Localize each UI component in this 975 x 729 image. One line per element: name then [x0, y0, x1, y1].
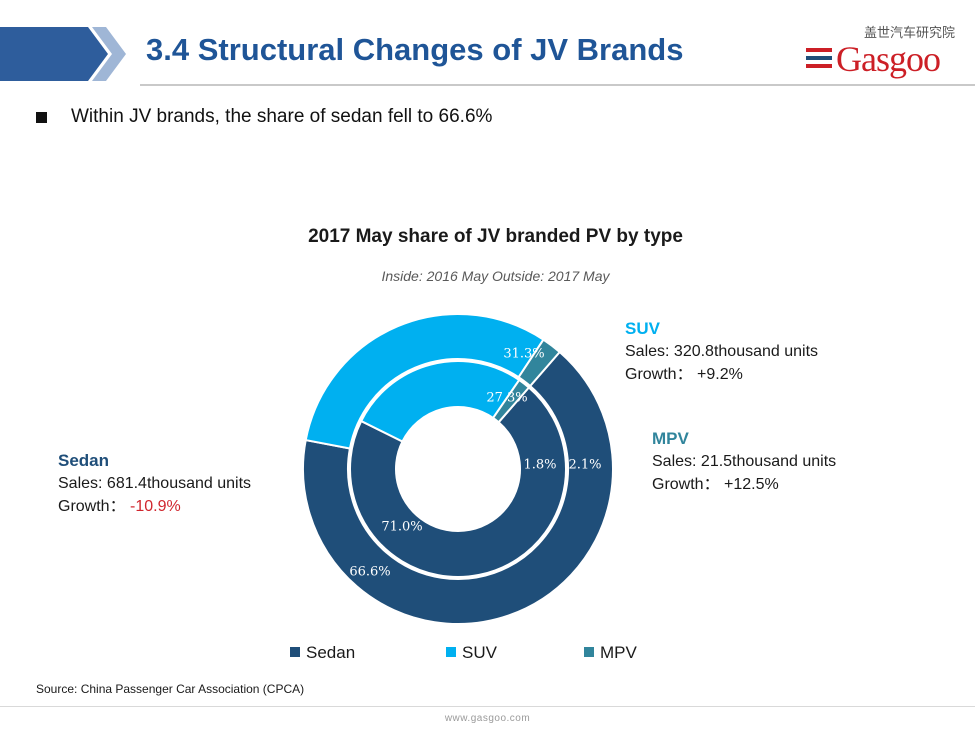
- bullet-square-icon: [36, 112, 47, 123]
- callout-sedan: Sedan Sales: 681.4thousand units Growth：…: [58, 449, 251, 518]
- legend-label-mpv: MPV: [600, 643, 637, 662]
- logo-chinese-text: 盖世汽车研究院: [864, 26, 956, 41]
- header-divider: [140, 84, 975, 86]
- outer-ring-label-suv: 31.3%: [503, 347, 544, 362]
- inner-ring-slice-mpv: [491, 378, 531, 424]
- callout-sedan-growth-label: Growth：: [58, 498, 131, 515]
- callout-suv: SUV Sales: 320.8thousand units Growth： +…: [625, 317, 818, 386]
- legend-swatch-suv: [446, 647, 456, 657]
- chart-title: 2017 May share of JV branded PV by type: [0, 226, 975, 248]
- legend-label-sedan: Sedan: [306, 643, 356, 662]
- legend-swatch-mpv: [584, 647, 594, 657]
- source-note: Source: China Passenger Car Association …: [36, 682, 305, 696]
- callout-sedan-sales: Sales: 681.4thousand units: [58, 475, 252, 492]
- inner-ring-slice-suv: [359, 360, 521, 443]
- callout-mpv-sales: Sales: 21.5thousand units: [652, 453, 837, 470]
- callout-suv-growth: Growth： +9.2%: [625, 366, 743, 383]
- callout-sedan-growth-value: -10.9%: [130, 498, 181, 515]
- chart-legend: Sedan SUV MPV: [0, 643, 975, 669]
- gasgoo-logo: 盖世汽车研究院 Gasgoo: [806, 20, 966, 80]
- legend-swatch-sedan: [290, 647, 300, 657]
- callout-sedan-name: Sedan: [58, 451, 110, 470]
- inner-ring-label-mpv: 1.8%: [523, 458, 556, 473]
- callout-mpv: MPV Sales: 21.5thousand units Growth： +1…: [652, 427, 836, 496]
- logo-stripes-icon: [806, 48, 832, 68]
- callout-sedan-growth: Growth： -10.9%: [58, 495, 251, 518]
- slide-title: 3.4 Structural Changes of JV Brands: [146, 32, 684, 67]
- inner-ring-label-sedan: 71.0%: [381, 520, 422, 535]
- bullet-text: Within JV brands, the share of sedan fel…: [71, 106, 493, 127]
- inner-ring-slice-sedan: [349, 386, 567, 578]
- footer-url: www.gasgoo.com: [444, 713, 531, 724]
- chart-title-text: 2017 May share of JV branded PV by type: [308, 226, 683, 247]
- legend-item-mpv: MPV: [584, 643, 637, 663]
- outer-ring-slice-sedan: [302, 350, 614, 625]
- outer-ring-slice-suv: [304, 313, 545, 450]
- footer-divider: [0, 706, 975, 707]
- legend-item-sedan: Sedan: [290, 643, 355, 663]
- legend-item-suv: SUV: [446, 643, 497, 663]
- legend-label-suv: SUV: [462, 643, 497, 662]
- inner-ring-label-suv: 27.3%: [486, 391, 527, 406]
- callout-mpv-name: MPV: [652, 429, 689, 448]
- outer-ring-slice-mpv: [517, 338, 562, 388]
- callout-mpv-growth: Growth： +12.5%: [652, 476, 779, 493]
- chart-subtitle-text: Inside: 2016 May Outside: 2017 May: [381, 268, 610, 284]
- callout-suv-name: SUV: [625, 319, 660, 338]
- callout-suv-sales: Sales: 320.8thousand units: [625, 343, 819, 360]
- chart-subtitle: Inside: 2016 May Outside: 2017 May: [0, 268, 975, 284]
- slide-header: 3.4 Structural Changes of JV Brands 盖世汽车…: [0, 0, 975, 86]
- logo-wordmark: Gasgoo: [836, 39, 941, 79]
- outer-ring-label-mpv: 2.1%: [568, 458, 601, 473]
- header-chevron-bar: [0, 27, 126, 81]
- outer-ring-label-sedan: 66.6%: [349, 565, 390, 580]
